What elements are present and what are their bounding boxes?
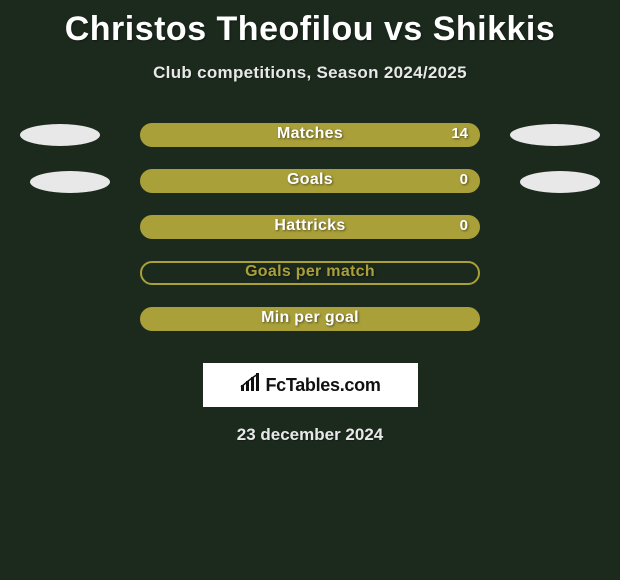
bar-fill [140,215,480,239]
chart-row: Min per goal [0,307,620,353]
chart-row: Goals 0 [0,169,620,215]
bar-container: Goals per match [140,261,480,285]
bar-fill [140,123,480,147]
bar-container: Hattricks 0 [140,215,480,239]
brand-box[interactable]: FcTables.com [203,363,418,407]
chart-row: Hattricks 0 [0,215,620,261]
bar-fill [140,307,480,331]
bar-fill [140,169,480,193]
bar-chart-icon [239,373,265,398]
bar-container: Matches 14 [140,123,480,147]
footer-date: 23 december 2024 [0,425,620,445]
brand-text: FcTables.com [265,375,380,396]
bar-outline [140,261,480,285]
page-subtitle: Club competitions, Season 2024/2025 [0,63,620,83]
comparison-chart: Matches 14 Goals 0 Hattricks 0 Goals per… [0,123,620,353]
bar-container: Min per goal [140,307,480,331]
page-title: Christos Theofilou vs Shikkis [0,0,620,49]
chart-row: Goals per match [0,261,620,307]
chart-row: Matches 14 [0,123,620,169]
bar-container: Goals 0 [140,169,480,193]
